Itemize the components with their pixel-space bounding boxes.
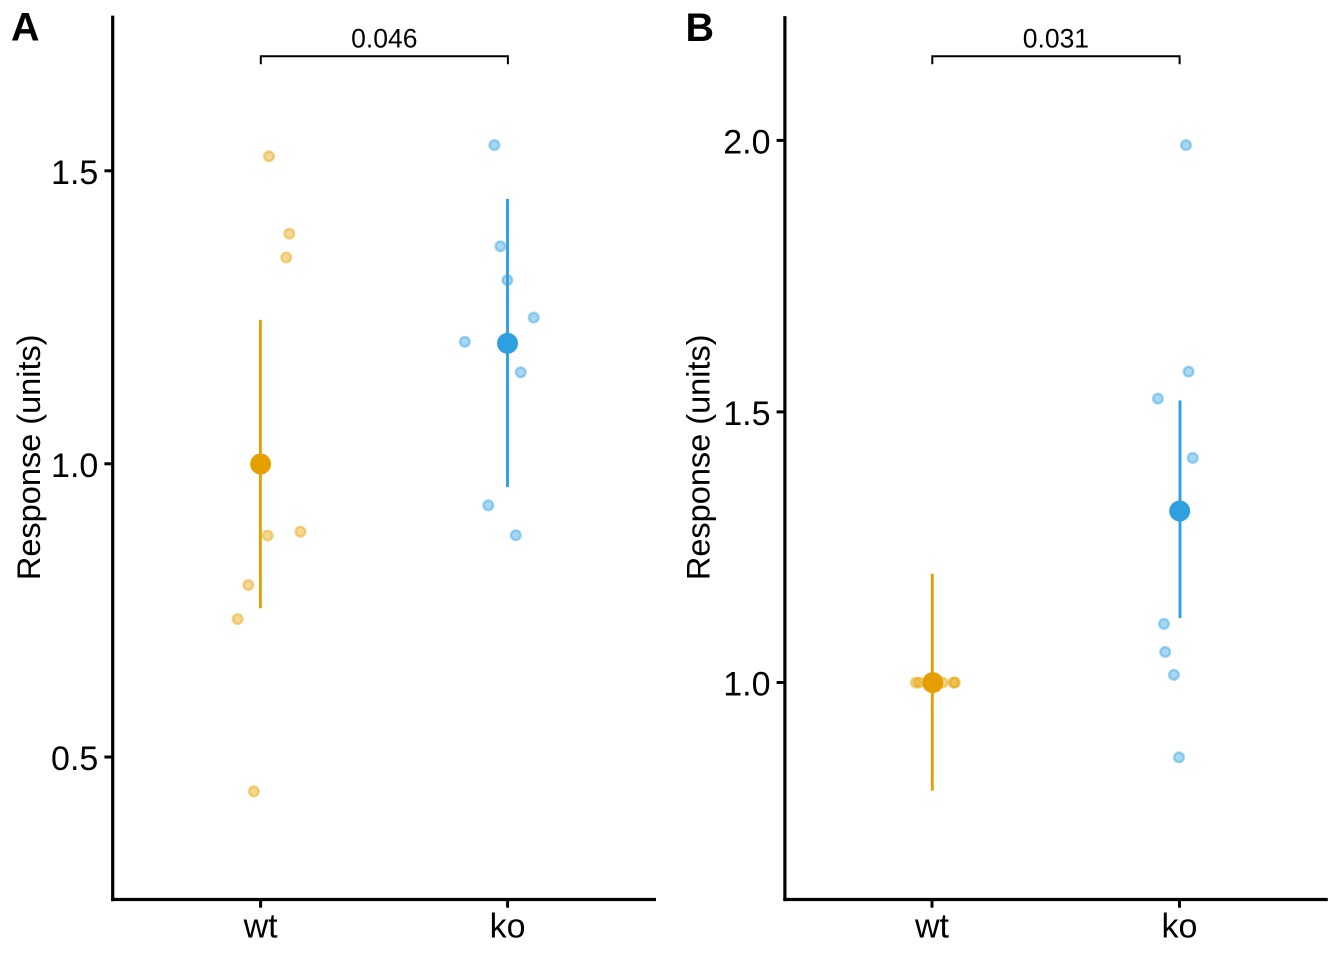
svg-text:0.031: 0.031: [1023, 23, 1089, 53]
svg-text:0.5: 0.5: [51, 740, 98, 778]
svg-text:1.5: 1.5: [723, 395, 770, 433]
svg-text:B: B: [686, 6, 715, 50]
svg-text:wt: wt: [914, 908, 950, 946]
svg-text:1.5: 1.5: [51, 154, 98, 192]
svg-text:wt: wt: [243, 908, 279, 946]
svg-text:A: A: [11, 6, 40, 50]
svg-text:1.0: 1.0: [51, 447, 98, 485]
svg-text:1.0: 1.0: [723, 666, 770, 704]
svg-text:0.046: 0.046: [351, 23, 417, 53]
svg-text:ko: ko: [1162, 908, 1198, 946]
svg-text:2.0: 2.0: [723, 123, 770, 161]
svg-text:Response (units): Response (units): [681, 334, 717, 580]
svg-text:Response (units): Response (units): [11, 334, 47, 580]
svg-text:ko: ko: [490, 908, 526, 946]
